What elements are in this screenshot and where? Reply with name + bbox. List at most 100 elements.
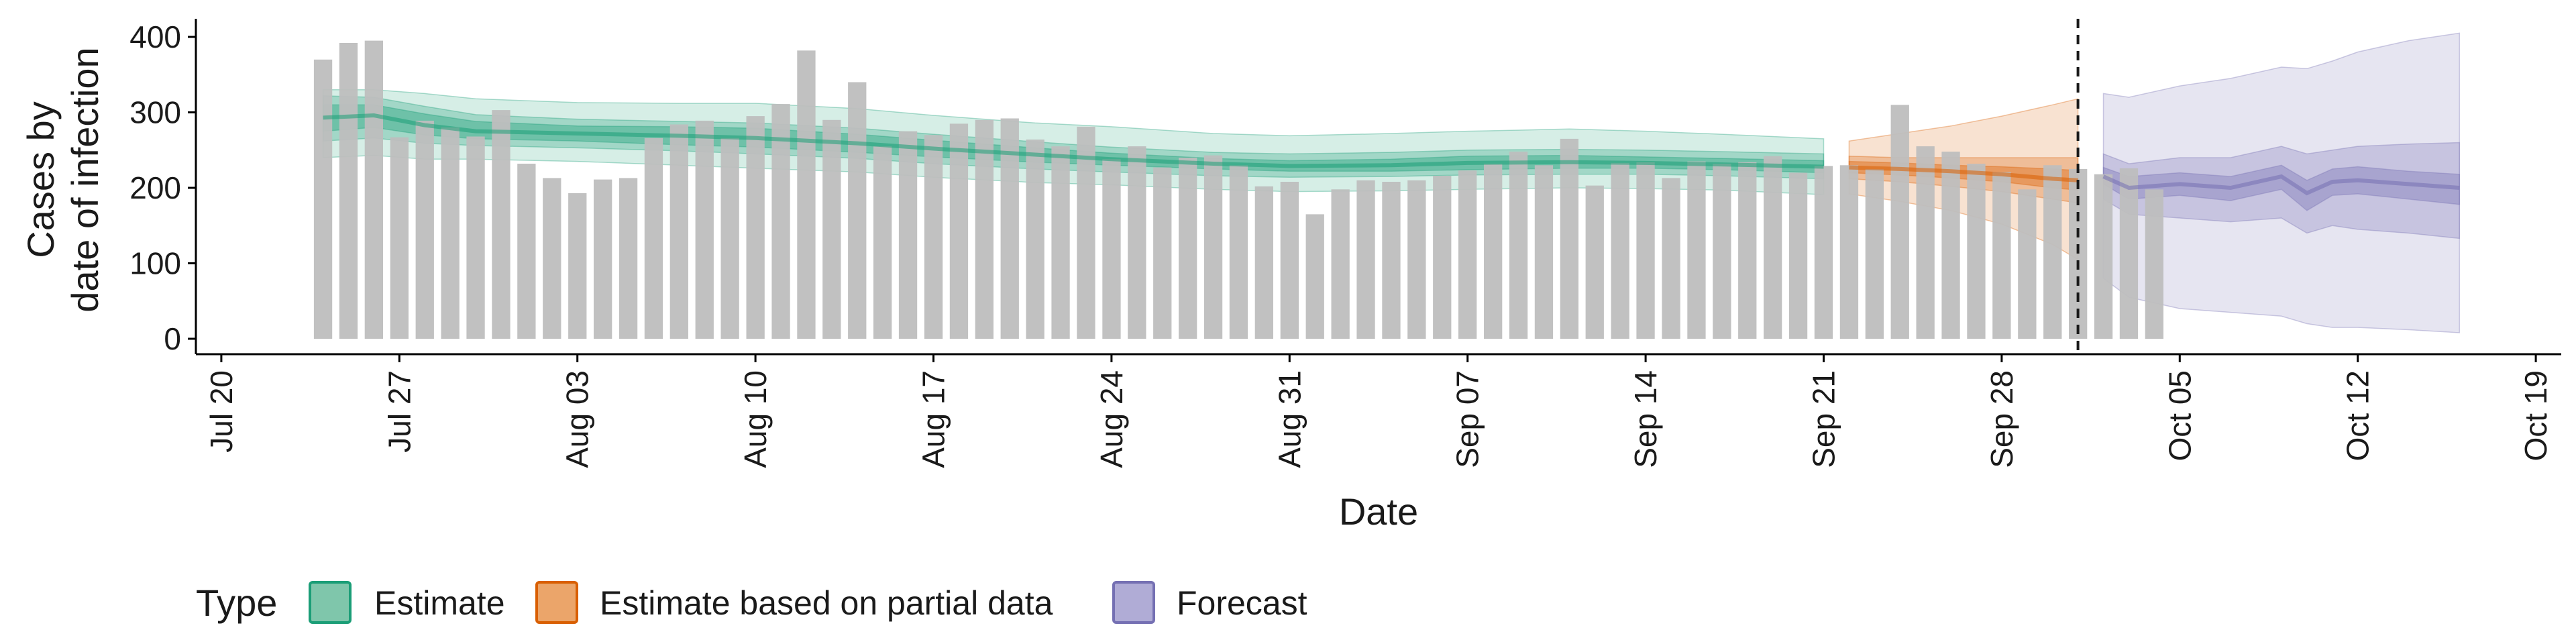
case-bar [619, 178, 638, 339]
legend-item-estimate: Estimate [309, 581, 505, 624]
case-bar [669, 124, 688, 339]
legend-title: Type [196, 582, 277, 624]
case-bar [797, 50, 816, 339]
y-axis-title: Cases by date of infection [19, 47, 106, 312]
case-bar [2094, 174, 2113, 339]
case-bar [415, 120, 434, 339]
case-bar [1280, 182, 1299, 339]
case-bar [1967, 164, 1986, 339]
legend: Type Estimate Estimate based on partial … [196, 581, 1307, 624]
case-bar [339, 43, 358, 339]
x-axis-title: Date [1339, 490, 1418, 533]
interval-bands [322, 32, 2461, 333]
case-bar [2145, 189, 2163, 339]
y-tick-label: 200 [129, 170, 181, 205]
y-axis-title-line-1: Cases by [19, 101, 62, 258]
x-tick-label: Sep 28 [1984, 370, 2019, 468]
legend-item-forecast: Forecast [1112, 581, 1307, 624]
x-tick-label: Oct 05 [2162, 370, 2197, 462]
case-bar [1534, 165, 1554, 339]
y-ticks: 0 100 200 300 400 [129, 19, 196, 356]
case-bar [822, 119, 841, 339]
x-ticks: Jul 20 Jul 27 Aug 03 Aug 10 Aug 17 Aug 24 Aug … [204, 354, 2553, 468]
axes [195, 19, 2561, 356]
case-bar [975, 119, 994, 339]
case-bar [1433, 176, 1452, 339]
legend-label-estimate: Estimate [374, 584, 505, 622]
case-bar [2018, 189, 2037, 339]
case-bar [2043, 165, 2062, 339]
case-bar [390, 137, 409, 339]
case-bar [924, 135, 943, 339]
case-bar [1102, 159, 1121, 339]
case-bar [1179, 158, 1197, 339]
case-bar [848, 82, 867, 339]
legend-item-partial-estimate: Estimate based on partial data [535, 581, 1053, 624]
median-lines [323, 113, 2460, 196]
case-bar [466, 136, 485, 339]
legend-swatch-estimate [309, 581, 352, 624]
y-tick-label: 100 [129, 246, 181, 281]
x-tick-label: Sep 07 [1450, 370, 1485, 468]
case-bar [1051, 146, 1070, 339]
case-bar [1560, 138, 1578, 339]
legend-swatch-partial-estimate [535, 581, 578, 624]
case-bar [644, 138, 663, 339]
case-bar [746, 116, 765, 339]
x-tick-label: Oct 12 [2341, 370, 2375, 462]
case-bar [1839, 165, 1859, 339]
case-bar [1585, 185, 1604, 339]
x-tick-label: Sep 21 [1806, 370, 1841, 468]
case-bar [1788, 172, 1808, 339]
case-bar [771, 104, 790, 339]
case-bar [1916, 146, 1935, 339]
median-line-forecast [2102, 174, 2460, 196]
median-line-estimate [323, 113, 1824, 169]
x-tick-label: Aug 10 [738, 370, 773, 468]
case-bar [364, 40, 383, 339]
case-bar [1407, 180, 1426, 339]
y-axis-title-line-2: date of infection [64, 47, 106, 312]
case-bar [1305, 214, 1324, 339]
case-bar [1203, 155, 1223, 339]
x-tick-label: Aug 31 [1272, 370, 1307, 468]
case-bar [1509, 152, 1528, 339]
case-bar [543, 178, 561, 339]
case-bar [1458, 170, 1477, 339]
case-bar [1662, 178, 1680, 339]
case-bar [1636, 162, 1655, 339]
y-tick-label: 400 [129, 19, 181, 54]
case-bar [949, 123, 969, 339]
case-bar [1738, 162, 1757, 339]
case-bar [1128, 146, 1146, 339]
case-bar [1153, 167, 1172, 339]
legend-label-forecast: Forecast [1177, 584, 1307, 622]
case-bar [517, 164, 536, 339]
case-bar [441, 127, 460, 339]
case-bar [1687, 161, 1706, 339]
legend-swatch-forecast [1112, 581, 1155, 624]
case-bar [594, 179, 612, 339]
x-tick-label: Aug 24 [1094, 370, 1129, 468]
case-bar [1941, 152, 1960, 339]
y-tick-label: 300 [129, 95, 181, 130]
median-line-estimate-based-on-partial-data [1849, 165, 2078, 182]
case-bar [898, 131, 918, 339]
legend-label-partial-estimate: Estimate based on partial data [600, 584, 1053, 622]
case-bar [568, 193, 587, 339]
reported-case-bars [313, 40, 2163, 339]
case-bar [1331, 189, 1350, 339]
case-bar [1382, 182, 1401, 339]
y-tick-label: 0 [164, 321, 181, 356]
x-tick-label: Sep 14 [1628, 370, 1663, 468]
case-bar [873, 146, 892, 339]
band-forecast-50 [2102, 142, 2461, 239]
case-bar [492, 110, 511, 339]
case-bar [1865, 168, 1884, 339]
case-bar [1890, 105, 1909, 339]
band-forecast-20 [2102, 164, 2461, 211]
case-bar [1254, 186, 1273, 339]
case-bar [1484, 164, 1503, 339]
x-tick-label: Aug 17 [916, 370, 951, 468]
